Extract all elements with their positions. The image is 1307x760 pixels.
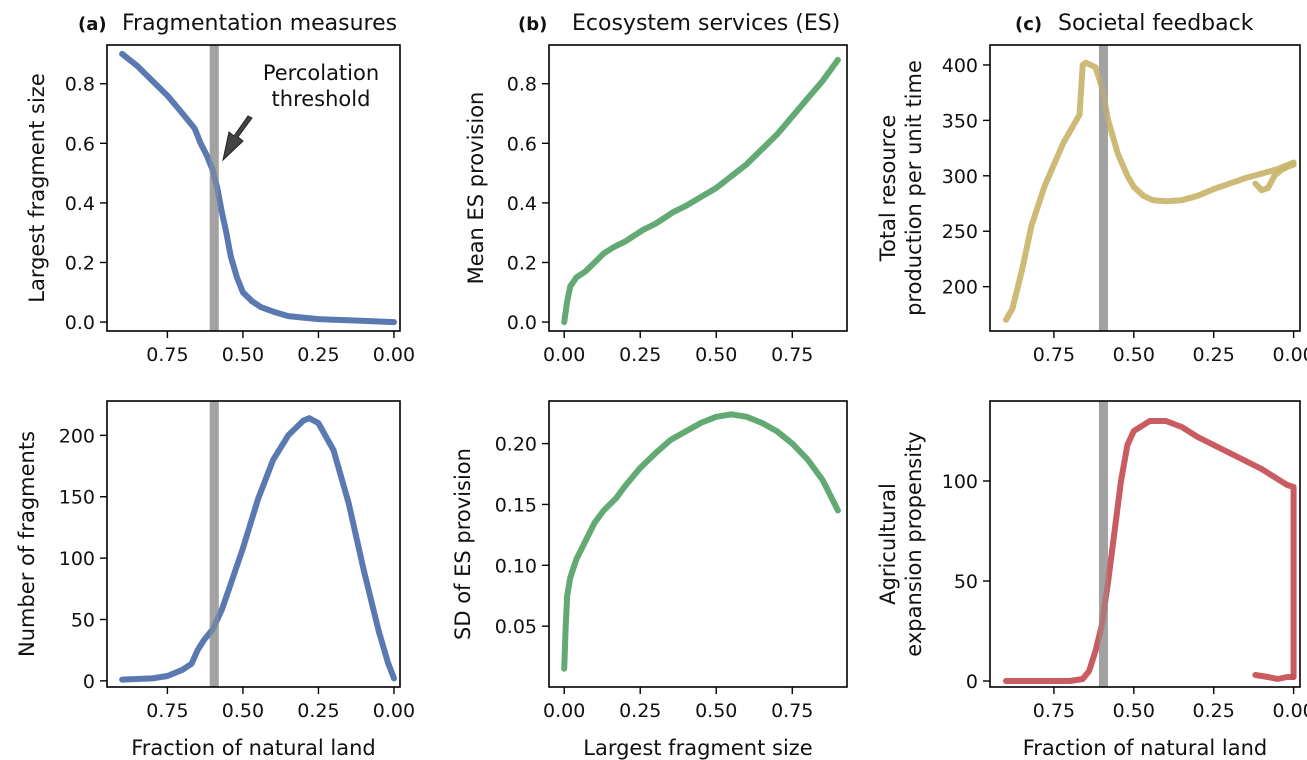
series-line-1 (119, 50, 397, 326)
x-tick-label: 0.50 (695, 344, 737, 366)
x-tick-label: 0.00 (543, 700, 585, 722)
panel-letter-b: (b) (518, 14, 547, 35)
y-tick-label: 100 (942, 471, 978, 493)
series-line-1 (1003, 418, 1297, 684)
y-tick-label: 400 (942, 55, 978, 77)
percolation-annotation: Percolation threshold (222, 61, 379, 162)
y-tick-label: 0.15 (495, 494, 537, 516)
y-tick-label: 0 (83, 671, 95, 693)
axes-frame (106, 400, 401, 688)
x-tick-label: 0.50 (222, 700, 264, 722)
y-tick-label: 0.8 (65, 74, 95, 96)
panel-title-c: (c) Societal feedback (1015, 11, 1254, 36)
x-tick-label: 0.25 (297, 700, 339, 722)
x-tick-label: 0.50 (1113, 344, 1155, 366)
x-tick-label: 0.00 (373, 700, 415, 722)
subplot-b-top: 0.00 0.25 0.50 0.75 0.0 0.2 0.4 0.6 0.8 Mean ES p… (464, 44, 848, 366)
series-line-1 (119, 415, 397, 683)
x-tick-label: 0.25 (619, 700, 661, 722)
x-axis-label: Fraction of natural land (131, 736, 376, 760)
y-tick-label: 0 (966, 671, 978, 693)
axes-frame (548, 400, 848, 688)
series-line-1 (561, 411, 841, 672)
series-line-2 (1252, 161, 1297, 194)
x-tick-label: 0.00 (543, 344, 585, 366)
y-axis-label: Mean ES provision (464, 92, 488, 285)
x-axis-label: Largest fragment size (583, 736, 812, 760)
series-line-1 (1003, 59, 1297, 323)
y-tick-label: 0.6 (507, 133, 537, 155)
y-axis-label: expansion propensity (902, 431, 926, 656)
x-tick-label: 0.25 (1193, 344, 1235, 366)
x-tick-label: 0.75 (771, 344, 813, 366)
x-tick-label: 0.75 (771, 700, 813, 722)
panel-letter-a: (a) (78, 14, 107, 35)
y-tick-label: 0.05 (495, 616, 537, 638)
x-tick-label: 0.25 (619, 344, 661, 366)
subplot-c-bottom: 0.75 0.50 0.25 0.00 0 50 100 Agriculturalexpans… (876, 400, 1307, 760)
x-tick-label: 0.75 (1033, 344, 1075, 366)
subplot-a-bottom: 0.75 0.50 0.25 0.00 0 50 100 150 200 Number of fr… (15, 400, 415, 760)
x-tick-label: 0.00 (1272, 344, 1307, 366)
x-tick-label: 0.00 (1272, 700, 1307, 722)
series-line-1 (561, 56, 841, 326)
y-tick-label: 0.4 (507, 193, 537, 215)
axes-frame (548, 44, 848, 332)
y-tick-label: 0.10 (495, 555, 537, 577)
y-tick-label: 150 (59, 487, 95, 509)
x-tick-label: 0.25 (1193, 700, 1235, 722)
series-line-2 (1252, 672, 1297, 682)
annotation-arrow (222, 115, 253, 162)
y-tick-label: 300 (942, 166, 978, 188)
y-tick-label: 50 (71, 609, 95, 631)
y-tick-label: 0.20 (495, 434, 537, 456)
y-tick-label: 100 (59, 548, 95, 570)
y-tick-label: 0.0 (65, 312, 95, 334)
y-axis-label: SD of ES provision (451, 448, 475, 640)
y-tick-label: 250 (942, 221, 978, 243)
panel-letter-c: (c) (1015, 14, 1042, 35)
y-tick-label: 0.2 (65, 252, 95, 274)
subplot-c-top: 0.75 0.50 0.25 0.00 200 250 300 350 400 Total res… (876, 44, 1307, 366)
y-tick-label: 0.4 (65, 193, 95, 215)
y-tick-label: 0.0 (507, 312, 537, 334)
axes-frame (989, 44, 1301, 332)
annotation-line-2: threshold (272, 87, 371, 111)
y-axis-label: production per unit time (902, 60, 926, 316)
subplot-a-top: 0.75 0.50 0.25 0.00 0.0 0.2 0.4 0.6 0.8 Largest f… (25, 44, 415, 366)
x-tick-label: 0.00 (373, 344, 415, 366)
y-tick-label: 200 (942, 277, 978, 299)
y-axis-label: Total resource (876, 115, 900, 263)
panel-title-text-b: Ecosystem services (ES) (572, 11, 840, 36)
panel-title-text-a: Fragmentation measures (122, 11, 397, 36)
axes-frame (106, 44, 401, 332)
y-tick-label: 0.8 (507, 74, 537, 96)
annotation-line-1: Percolation (263, 61, 379, 85)
y-axis-label: Number of fragments (15, 431, 39, 657)
x-axis-label: Fraction of natural land (1023, 736, 1268, 760)
subplot-b-bottom: 0.00 0.25 0.50 0.75 0.05 0.10 0.15 0.20 SD of ES… (451, 400, 848, 760)
x-tick-label: 0.25 (297, 344, 339, 366)
panel-title-a: (a) Fragmentation measures (78, 11, 397, 36)
x-tick-label: 0.50 (1113, 700, 1155, 722)
y-tick-label: 350 (942, 110, 978, 132)
x-tick-label: 0.50 (222, 344, 264, 366)
panel-title-b: (b) Ecosystem services (ES) (518, 11, 840, 36)
y-axis-label: Largest fragment size (25, 73, 49, 302)
y-tick-label: 0.2 (507, 252, 537, 274)
x-tick-label: 0.75 (146, 344, 188, 366)
axes-frame (989, 400, 1301, 688)
x-tick-label: 0.75 (146, 700, 188, 722)
x-tick-label: 0.75 (1033, 700, 1075, 722)
x-tick-label: 0.50 (695, 700, 737, 722)
y-axis-label: Agricultural (876, 483, 900, 605)
y-tick-label: 0.6 (65, 133, 95, 155)
panel-title-text-c: Societal feedback (1058, 11, 1254, 36)
y-tick-label: 200 (59, 425, 95, 447)
y-tick-label: 50 (954, 571, 978, 593)
